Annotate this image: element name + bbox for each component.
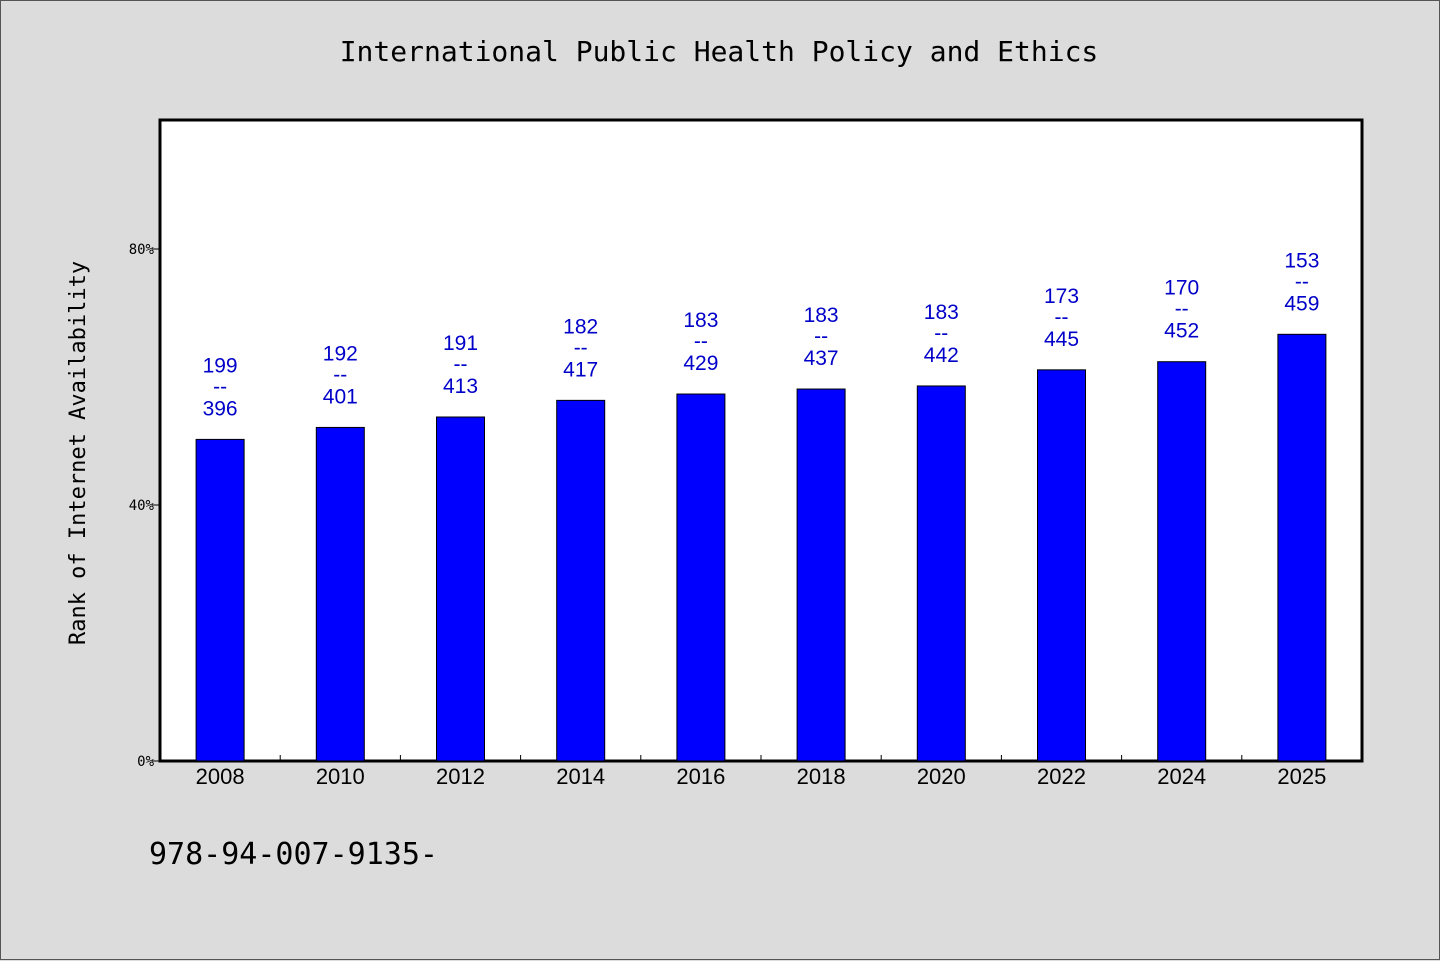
data-label-bottom: 452 bbox=[1164, 320, 1199, 343]
data-label-top: 192 bbox=[323, 342, 358, 365]
data-label-separator: -- bbox=[213, 375, 227, 398]
x-tick-label: 2020 bbox=[917, 764, 966, 789]
data-label-top: 183 bbox=[683, 309, 718, 332]
x-tick-label: 2024 bbox=[1157, 764, 1206, 789]
data-label-separator: -- bbox=[333, 363, 347, 386]
y-tick-label: 80% bbox=[129, 242, 155, 258]
data-label-top: 183 bbox=[804, 304, 839, 327]
data-label-bottom: 445 bbox=[1044, 328, 1079, 351]
x-tick-label: 2018 bbox=[797, 764, 846, 789]
bar-2012 bbox=[436, 416, 485, 762]
data-label-separator: -- bbox=[934, 322, 948, 345]
data-label-separator: -- bbox=[1175, 298, 1189, 321]
y-tick-label: 40% bbox=[129, 498, 155, 514]
chart-title: International Public Health Policy and E… bbox=[340, 35, 1099, 68]
bar-2014 bbox=[556, 399, 606, 762]
x-axis-ticks bbox=[279, 755, 1243, 761]
y-axis-label: Rank of Internet Availability bbox=[66, 261, 91, 645]
bar-2024 bbox=[1157, 361, 1207, 762]
y-axis-ticks: 0% 40% 80% bbox=[129, 242, 160, 770]
bar-2018 bbox=[796, 388, 846, 762]
data-label-separator: -- bbox=[574, 336, 588, 359]
data-label-top: 170 bbox=[1164, 277, 1199, 300]
x-tick-label: 2022 bbox=[1037, 764, 1086, 789]
bar-2022 bbox=[1037, 369, 1086, 762]
data-label-top: 153 bbox=[1284, 249, 1319, 272]
y-tick-label: 0% bbox=[137, 754, 154, 770]
x-tick-label: 2014 bbox=[556, 764, 605, 789]
data-label-top: 191 bbox=[443, 332, 478, 355]
bar-2020 bbox=[916, 385, 966, 762]
footer-isbn: 978-94-007-9135- bbox=[149, 837, 438, 872]
data-label-bottom: 396 bbox=[203, 397, 238, 420]
data-label-separator: -- bbox=[454, 353, 468, 376]
data-label-top: 183 bbox=[924, 301, 959, 324]
x-tick-label: 2010 bbox=[316, 764, 365, 789]
data-label-bottom: 442 bbox=[924, 344, 959, 367]
bar-series bbox=[195, 333, 1327, 762]
x-tick-label: 2012 bbox=[436, 764, 485, 789]
bar-2010 bbox=[315, 426, 365, 762]
bar-2016 bbox=[676, 393, 726, 762]
data-label-bottom: 459 bbox=[1284, 292, 1319, 315]
data-label-bottom: 437 bbox=[804, 347, 839, 370]
data-labels: 199--396192--401191--413182--417183--429… bbox=[203, 249, 1320, 420]
data-label-bottom: 429 bbox=[683, 352, 718, 375]
bar-2025 bbox=[1277, 333, 1327, 762]
data-label-separator: -- bbox=[814, 325, 828, 348]
data-label-separator: -- bbox=[1295, 270, 1309, 293]
data-label-separator: -- bbox=[1055, 306, 1069, 329]
data-label-top: 173 bbox=[1044, 285, 1079, 308]
x-tick-label: 2008 bbox=[196, 764, 245, 789]
x-axis-tick-labels: 2008 2010 2012 2014 2016 2018 2020 2022 2024 2025 bbox=[196, 764, 1327, 789]
data-label-bottom: 417 bbox=[563, 358, 598, 381]
x-tick-label: 2025 bbox=[1277, 764, 1326, 789]
data-label-top: 199 bbox=[203, 354, 238, 377]
data-label-separator: -- bbox=[694, 330, 708, 353]
data-label-bottom: 401 bbox=[323, 385, 358, 408]
bar-2008 bbox=[195, 438, 245, 762]
x-tick-label: 2016 bbox=[676, 764, 725, 789]
data-label-bottom: 413 bbox=[443, 375, 478, 398]
data-label-top: 182 bbox=[563, 315, 598, 338]
